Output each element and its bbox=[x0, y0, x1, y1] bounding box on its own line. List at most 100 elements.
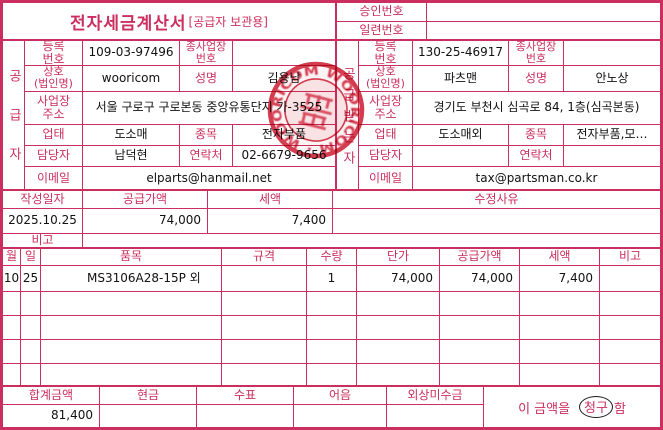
credit-value bbox=[387, 405, 483, 427]
item-name: MS3106A28-15P 외 bbox=[41, 266, 222, 292]
items-header-row: 월 일 품목 규격 수량 단가 공급가액 세액 비고 bbox=[3, 249, 660, 266]
col-name-header: 품목 bbox=[41, 249, 222, 266]
supplier-panel: 공급자 등록 번호 109-03-97496 종사업장 번호 상호 (법인명) … bbox=[3, 41, 337, 189]
buyer-email-label: 이메일 bbox=[359, 167, 413, 189]
claim-suffix: 함 bbox=[613, 401, 626, 417]
cash-label: 현금 bbox=[100, 387, 196, 405]
buyer-bizitem-value: 전자부품,모… bbox=[564, 125, 660, 146]
buyer-company-label: 상호 (법인명) bbox=[359, 66, 413, 92]
note-value bbox=[83, 234, 660, 247]
summary-section: 작성일자 공급가액 세액 수정사유 2025.10.25 74,000 7,40… bbox=[3, 191, 660, 249]
supplier-bizitem-value: 전자부품 bbox=[233, 125, 335, 146]
supplier-company-value: wooricom bbox=[83, 66, 180, 92]
buyer-subbiz-value bbox=[564, 41, 660, 66]
col-supply-header: 공급가액 bbox=[440, 249, 520, 266]
total-label: 합계금액 bbox=[3, 387, 99, 405]
item-note bbox=[600, 266, 660, 292]
buyer-contact-value bbox=[564, 146, 660, 168]
col-unitprice-header: 단가 bbox=[357, 249, 440, 266]
supplier-bizitem-label: 종목 bbox=[180, 125, 233, 146]
supplier-biztype-label: 업태 bbox=[25, 125, 83, 146]
invoice-title: 전자세금계산서 bbox=[70, 13, 187, 34]
supplier-subbiz-label: 종사업장 번호 bbox=[180, 41, 233, 66]
supplier-subbiz-value bbox=[233, 41, 335, 66]
item-unit-price: 74,000 bbox=[357, 266, 440, 292]
supplier-address-label: 사업장 주소 bbox=[25, 91, 83, 126]
parties-section: 공급자 등록 번호 109-03-97496 종사업장 번호 상호 (법인명) … bbox=[3, 41, 660, 191]
supplier-manager-label: 담당자 bbox=[25, 145, 83, 168]
buyer-reg-value: 130-25-46917 bbox=[413, 41, 509, 66]
items-table: 월 일 품목 규격 수량 단가 공급가액 세액 비고 10 25 MS3106A… bbox=[3, 249, 660, 387]
col-day-header: 일 bbox=[21, 249, 41, 266]
check-label: 수표 bbox=[197, 387, 293, 405]
supplier-biztype-value: 도소매 bbox=[83, 125, 180, 146]
supplier-side-label: 공급자 bbox=[3, 41, 25, 189]
supplier-contact-label: 연락처 bbox=[180, 145, 233, 168]
approval-no-label: 승인번호 bbox=[337, 3, 427, 21]
buyer-contact-label: 연락처 bbox=[509, 145, 564, 168]
col-month-header: 월 bbox=[3, 249, 21, 266]
item-month: 10 bbox=[3, 266, 21, 292]
approval-no-value bbox=[427, 3, 660, 21]
table-row bbox=[3, 316, 660, 340]
col-tax-header: 세액 bbox=[520, 249, 600, 266]
buyer-address-label: 사업장 주소 bbox=[359, 91, 413, 126]
item-qty: 1 bbox=[307, 266, 357, 292]
col-note-header: 비고 bbox=[600, 249, 660, 266]
check-value bbox=[197, 405, 293, 427]
total-value: 81,400 bbox=[51, 408, 93, 423]
buyer-subbiz-label: 종사업장 번호 bbox=[509, 41, 564, 66]
supplier-company-label: 상호 (법인명) bbox=[25, 66, 83, 92]
approval-block: 승인번호 일련번호 bbox=[337, 3, 660, 39]
claim-method-circled: 청구 bbox=[579, 396, 613, 418]
buyer-side-label: 공급받는자 bbox=[337, 41, 359, 189]
buyer-address-value: 경기도 부천시 심곡로 84, 1층(심곡본동) bbox=[413, 92, 660, 126]
tax-label: 세액 bbox=[208, 191, 333, 209]
supplier-address-value: 서울 구로구 구로본동 중앙유통단지 가-3525 bbox=[83, 92, 335, 126]
bill-value bbox=[294, 405, 386, 427]
item-spec bbox=[222, 266, 307, 292]
item-supply: 74,000 bbox=[440, 266, 520, 292]
table-row: 10 25 MS3106A28-15P 외 1 74,000 74,000 7,… bbox=[3, 266, 660, 292]
totals-section: 합계금액 81,400 현금 수표 어음 외상미수금 이 금액을 청구 함 bbox=[3, 387, 660, 427]
item-tax: 7,400 bbox=[520, 266, 600, 292]
serial-no-value bbox=[427, 22, 660, 39]
buyer-biztype-label: 업태 bbox=[359, 125, 413, 146]
col-spec-header: 규격 bbox=[222, 249, 307, 266]
date-label: 작성일자 bbox=[3, 191, 83, 209]
claim-prefix: 이 금액을 bbox=[518, 401, 571, 417]
supply-label: 공급가액 bbox=[83, 191, 208, 209]
buyer-ceo-value: 안노상 bbox=[564, 66, 660, 92]
note-label: 비고 bbox=[3, 233, 83, 247]
table-row bbox=[3, 340, 660, 364]
supplier-email-value: elparts@hanmail.net bbox=[146, 170, 272, 185]
buyer-ceo-label: 성명 bbox=[509, 66, 564, 92]
col-qty-header: 수량 bbox=[307, 249, 357, 266]
table-row bbox=[3, 292, 660, 316]
supplier-reg-label: 등록 번호 bbox=[25, 41, 83, 66]
buyer-bizitem-label: 종목 bbox=[509, 125, 564, 146]
cash-value bbox=[100, 405, 196, 427]
tax-value: 7,400 bbox=[208, 208, 333, 234]
buyer-email-value: tax@partsman.co.kr bbox=[475, 170, 598, 185]
buyer-panel: 공급받는자 등록 번호 130-25-46917 종사업장 번호 상호 (법인명… bbox=[337, 41, 660, 189]
reason-value bbox=[333, 209, 660, 234]
invoice-title-suffix: [공급자 보관용] bbox=[188, 14, 268, 29]
header-section: 전자세금계산서 [공급자 보관용] 승인번호 일련번호 bbox=[3, 3, 660, 41]
table-row bbox=[3, 364, 660, 385]
supplier-email-label: 이메일 bbox=[25, 167, 83, 189]
supplier-contact-value: 02-6679-9656 bbox=[233, 146, 335, 168]
page-title: 전자세금계산서 [공급자 보관용] bbox=[3, 3, 337, 39]
buyer-manager-value bbox=[413, 145, 509, 168]
buyer-manager-label: 담당자 bbox=[359, 145, 413, 168]
supplier-manager-value: 남덕현 bbox=[83, 145, 180, 168]
item-day: 25 bbox=[21, 266, 41, 292]
supplier-ceo-label: 성명 bbox=[180, 66, 233, 92]
amount-claim-statement: 이 금액을 청구 함 bbox=[484, 387, 660, 427]
supply-value: 74,000 bbox=[83, 208, 208, 234]
buyer-reg-label: 등록 번호 bbox=[359, 41, 413, 66]
serial-no-label: 일련번호 bbox=[337, 22, 427, 39]
supplier-reg-value: 109-03-97496 bbox=[83, 41, 180, 66]
credit-label: 외상미수금 bbox=[387, 387, 483, 405]
